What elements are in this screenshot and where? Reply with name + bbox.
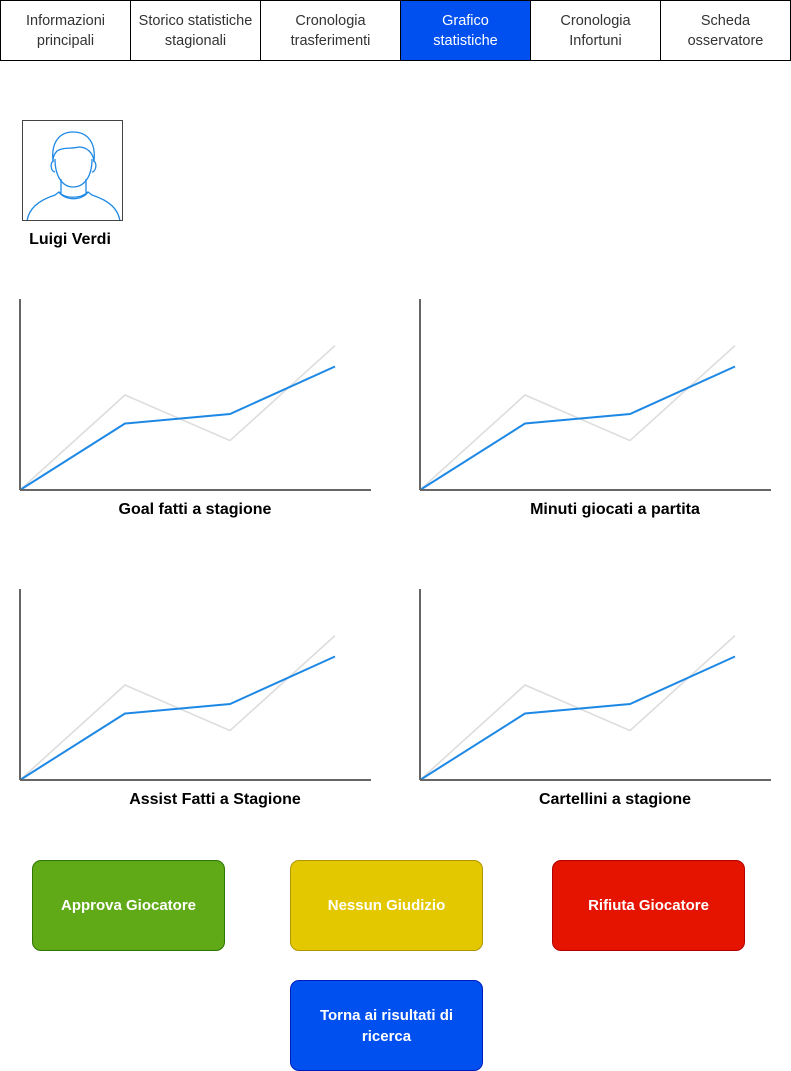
user-avatar-icon xyxy=(22,120,123,221)
back-to-results-button[interactable]: Torna ai risultati di ricerca xyxy=(290,980,483,1071)
chart-series-line-1 xyxy=(19,655,336,781)
chart-assist xyxy=(19,589,371,781)
reject-player-button[interactable]: Rifiuta Giocatore xyxy=(552,860,745,951)
tab-bar: Informazioni principali Storico statisti… xyxy=(0,0,791,61)
chart-series-line-1 xyxy=(19,365,336,491)
chart-series-line-1 xyxy=(419,365,736,491)
chart-series-line-1 xyxy=(419,655,736,781)
approve-player-button[interactable]: Approva Giocatore xyxy=(32,860,225,951)
chart-minuti xyxy=(419,299,771,491)
chart-title-minuti: Minuti giocati a partita xyxy=(530,501,700,518)
tab-label: Cronologia trasferimenti xyxy=(290,12,371,49)
no-judgement-button[interactable]: Nessun Giudizio xyxy=(290,860,483,951)
tab-scheda-osservatore[interactable]: Scheda osservatore xyxy=(661,0,791,61)
player-name: Luigi Verdi xyxy=(29,231,111,248)
chart-title-assist: Assist Fatti a Stagione xyxy=(129,791,301,808)
tab-label: Informazioni principali xyxy=(26,12,105,49)
chart-goal xyxy=(19,299,371,491)
chart-cartellini xyxy=(419,589,771,781)
tab-cronologia-trasferimenti[interactable]: Cronologia trasferimenti xyxy=(261,0,401,61)
tab-storico-statistiche[interactable]: Storico statistiche stagionali xyxy=(131,0,261,61)
tab-label: Scheda osservatore xyxy=(687,12,764,49)
tab-label: Storico statistiche stagionali xyxy=(138,12,253,49)
chart-title-goal: Goal fatti a stagione xyxy=(118,501,272,518)
tab-label: Grafico statistiche xyxy=(433,12,498,49)
tab-informazioni-principali[interactable]: Informazioni principali xyxy=(0,0,131,61)
tab-label: Cronologia Infortuni xyxy=(560,12,631,49)
tab-grafico-statistiche[interactable]: Grafico statistiche xyxy=(401,0,531,61)
chart-title-cartellini: Cartellini a stagione xyxy=(538,791,692,808)
tab-cronologia-infortuni[interactable]: Cronologia Infortuni xyxy=(531,0,661,61)
